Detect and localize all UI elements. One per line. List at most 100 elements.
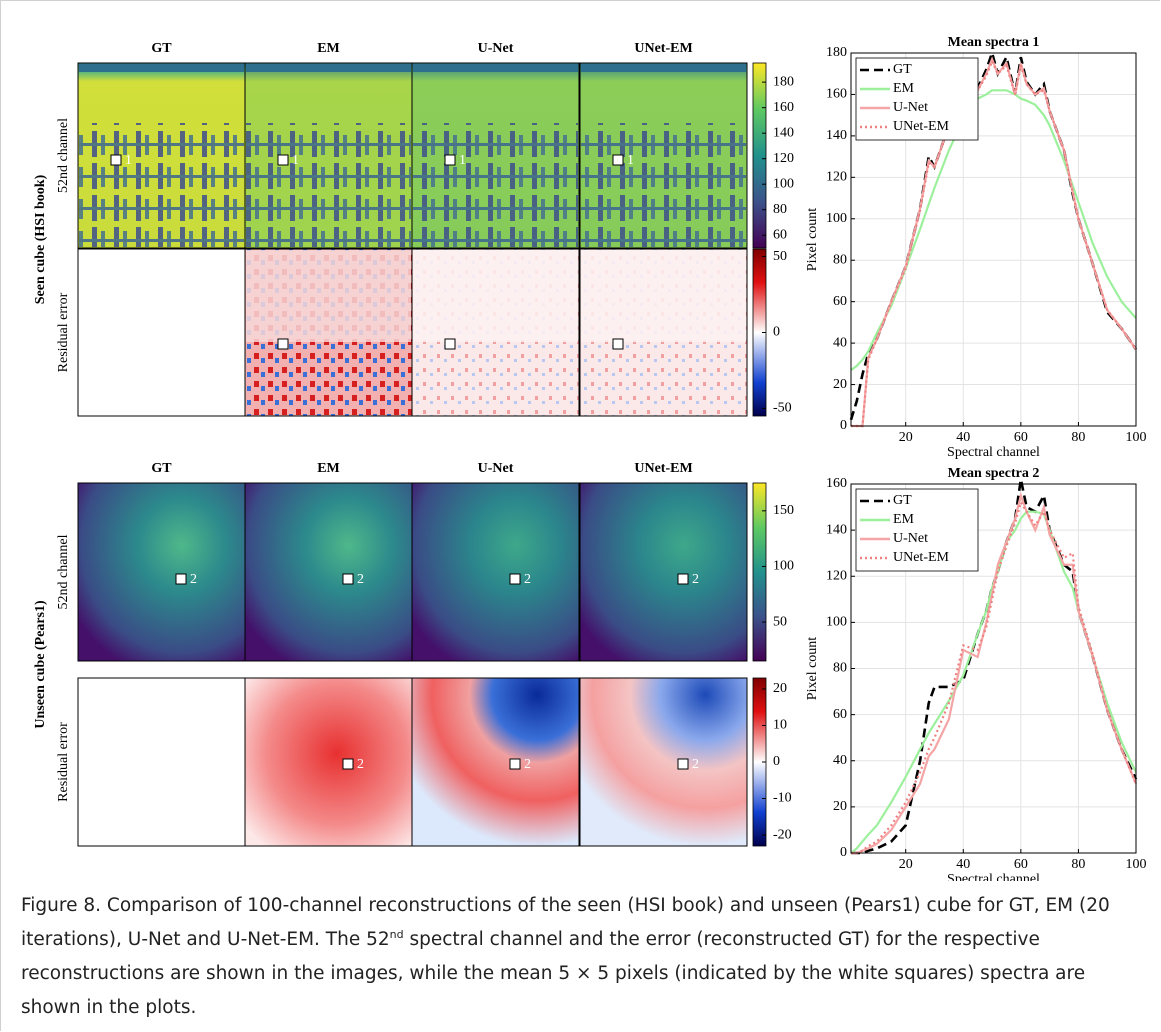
chart-title: Mean spectra 1 [948, 35, 1040, 50]
image-texture [413, 123, 578, 247]
legend-label: GT [893, 493, 912, 508]
image-panel [411, 482, 580, 662]
y-tick-label: 120 [826, 170, 847, 185]
caption-superscript: nd [389, 927, 404, 941]
y-tick-label: 60 [833, 294, 847, 309]
error-panel [77, 248, 246, 417]
column-title: UNet-EM [634, 41, 692, 56]
y-tick-label: 160 [826, 476, 847, 491]
colorbar [752, 482, 767, 662]
row-label: Unseen cube (Pears1) [33, 600, 48, 729]
caption-text: spectral channel and the error (reconstr… [21, 929, 1086, 1018]
colorbar-tick-label: -50 [773, 401, 792, 416]
colorbar-tick-label: 100 [773, 559, 794, 574]
y-axis-label: Pixel count [805, 208, 820, 271]
image-band [246, 64, 411, 72]
y-tick-label: 100 [826, 211, 847, 226]
y-tick-label: 40 [833, 753, 847, 768]
colorbar [752, 62, 767, 249]
y-tick-label: 20 [833, 377, 847, 392]
error-upper [246, 250, 411, 342]
y-tick-label: 60 [833, 707, 847, 722]
legend-label: EM [893, 81, 915, 96]
series-line [851, 491, 1138, 855]
marker-square [677, 758, 689, 770]
colorbar-tick-label: 120 [773, 151, 794, 166]
error-panel [411, 677, 580, 847]
marker-square [277, 154, 289, 166]
marker-label: 1 [292, 153, 299, 168]
row-sublabel: 52nd channel [56, 534, 71, 609]
marker-square [444, 154, 456, 166]
y-tick-label: 160 [826, 87, 847, 102]
image-texture [581, 123, 746, 247]
y-tick-label: 120 [826, 568, 847, 583]
colorbar-tick-label: 0 [773, 754, 780, 769]
y-tick-label: 0 [840, 418, 847, 433]
image-band [79, 64, 244, 72]
marker-square [612, 338, 624, 350]
x-axis-label: Spectral channel [947, 872, 1040, 881]
image-panel [244, 482, 413, 662]
colorbar-tick-label: 150 [773, 503, 794, 518]
colorbar-tick-label: -10 [773, 791, 792, 806]
x-tick-label: 80 [1071, 430, 1085, 445]
marker-label: 2 [357, 757, 364, 772]
y-tick-label: 80 [833, 661, 847, 676]
marker-label: 1 [459, 153, 466, 168]
row-label: Seen cube (HSI book) [33, 174, 48, 304]
caption-text: Figure 8. Comparison of 100-channel reco… [21, 895, 1110, 950]
marker-label: 2 [524, 757, 531, 772]
column-title: GT [151, 461, 172, 476]
marker-square [677, 573, 689, 585]
legend-label: UNet-EM [893, 119, 950, 134]
x-axis-label: Spectral channel [947, 445, 1040, 460]
error-panel [244, 677, 413, 847]
legend-label: U-Net [893, 531, 928, 546]
chart-title: Mean spectra 2 [948, 466, 1040, 481]
marker-square [277, 338, 289, 350]
row-sublabel: 52nd channel [56, 118, 71, 193]
row-sublabel: Residual error [56, 722, 71, 802]
legend-label: GT [893, 62, 912, 77]
colorbar-tick-label: 80 [773, 202, 787, 217]
x-tick-label: 60 [1014, 857, 1028, 872]
colorbar-tick-label: 50 [773, 614, 787, 629]
error-panel [579, 677, 748, 847]
image-panel [77, 482, 246, 662]
legend-label: EM [893, 512, 915, 527]
marker-label: 2 [692, 572, 699, 587]
x-tick-label: 100 [1126, 857, 1147, 872]
marker-square [110, 154, 122, 166]
colorbar-tick-label: 0 [773, 325, 780, 340]
image-texture [246, 123, 411, 247]
marker-square [342, 758, 354, 770]
column-title: GT [151, 41, 172, 56]
marker-square [342, 573, 354, 585]
marker-square [612, 154, 624, 166]
y-axis-label: Pixel count [805, 637, 820, 700]
marker-square [444, 338, 456, 350]
colorbar-tick-label: 60 [773, 227, 787, 242]
image-texture [79, 123, 244, 247]
y-tick-label: 100 [826, 615, 847, 630]
y-tick-label: 140 [826, 522, 847, 537]
x-tick-label: 20 [899, 857, 913, 872]
column-title: EM [317, 461, 340, 476]
colorbar-tick-label: -20 [773, 827, 792, 842]
marker-label: 1 [125, 153, 132, 168]
image-band [413, 64, 578, 72]
marker-label: 1 [627, 153, 634, 168]
x-tick-label: 60 [1014, 430, 1028, 445]
colorbar-tick-label: 20 [773, 681, 787, 696]
marker-label: 2 [692, 757, 699, 772]
y-tick-label: 80 [833, 252, 847, 267]
series-line [851, 58, 1137, 428]
colorbar-tick-label: 50 [773, 249, 787, 264]
column-title: U-Net [478, 41, 514, 56]
marker-label: 2 [190, 572, 197, 587]
y-tick-label: 40 [833, 335, 847, 350]
legend-label: U-Net [893, 100, 928, 115]
column-title: U-Net [478, 461, 514, 476]
figure-graphics: GT 1 EM 1 U-Net 1 UNet-EM 1 Seen cube (HSI book)… [33, 35, 1147, 881]
